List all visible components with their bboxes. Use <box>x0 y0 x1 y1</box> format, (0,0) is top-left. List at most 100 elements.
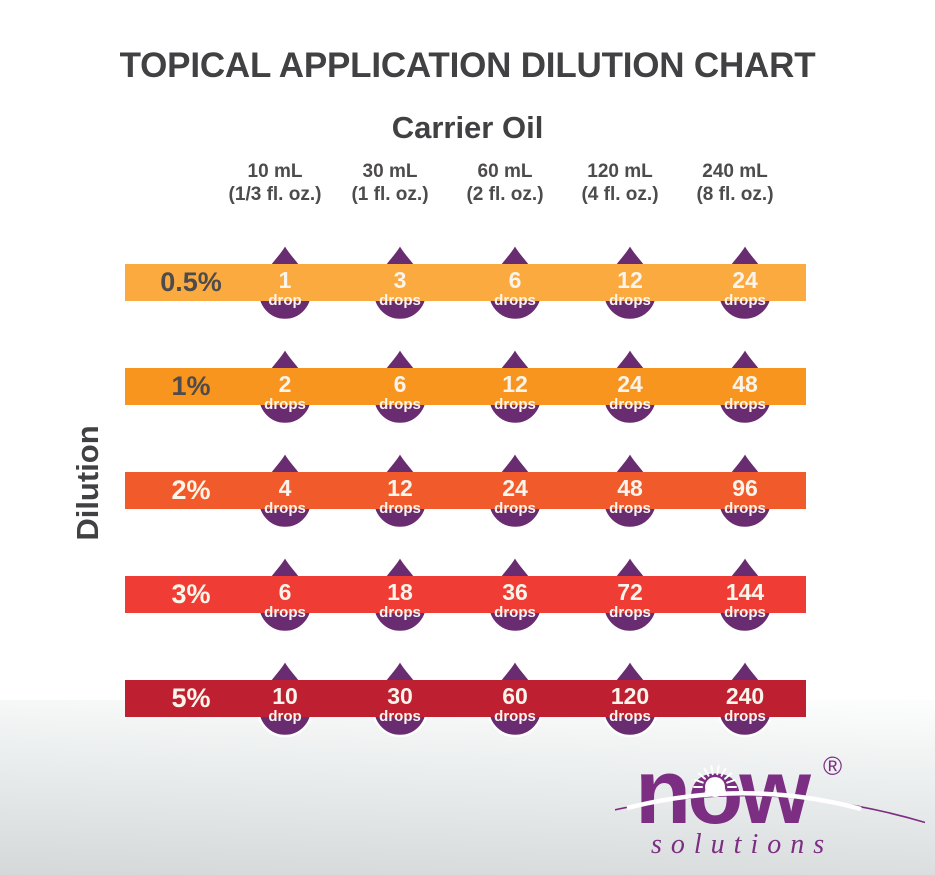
row-bar: 0.5% <box>125 264 806 301</box>
drop-unit: drops <box>494 707 536 725</box>
column-volume: 240 mL <box>702 161 768 182</box>
drop-marker: 10 drop <box>255 658 315 738</box>
drop-marker: 24 drops <box>600 346 660 426</box>
drop-count: 10 <box>272 682 298 709</box>
table-row: 2% 4 drops 12 drops 24 drops 48 drops 96… <box>0 450 935 530</box>
drop-marker: 12 drops <box>485 346 545 426</box>
row-bar: 3% <box>125 576 806 613</box>
drop-unit: drops <box>494 603 536 621</box>
page-title: TOPICAL APPLICATION DILUTION CHART <box>119 46 816 85</box>
drop-count: 144 <box>725 578 765 605</box>
drop-marker: 60 drops <box>485 658 545 738</box>
drop-count: 4 <box>278 474 292 501</box>
drop-unit: drops <box>494 291 536 309</box>
drop-marker: 12 drops <box>600 242 660 322</box>
drop-count: 12 <box>387 474 413 501</box>
drop-unit: drops <box>609 395 651 413</box>
column-ounces: (1/3 fl. oz.) <box>228 184 322 205</box>
drop-unit: drops <box>264 603 306 621</box>
table-row: 5% 10 drop 30 drops 60 drops 120 drops 2… <box>0 658 935 738</box>
now-solutions-logo: now ® solutions <box>615 745 925 860</box>
drop-unit: drops <box>379 499 421 517</box>
drop-marker: 144 drops <box>715 554 775 634</box>
drop-marker: 4 drops <box>255 450 315 530</box>
row-dilution-label: 1% <box>171 371 211 401</box>
drop-marker: 36 drops <box>485 554 545 634</box>
row-dilution-label: 3% <box>171 579 211 609</box>
drop-count: 12 <box>502 370 528 397</box>
drop-marker: 48 drops <box>715 346 775 426</box>
row-bar: 5% <box>125 680 806 717</box>
drop-count: 18 <box>387 578 413 605</box>
drop-count: 3 <box>393 266 407 293</box>
sun-icon <box>705 777 725 797</box>
drop-unit: drops <box>264 499 306 517</box>
carrier-oil-heading: Carrier Oil <box>391 110 544 145</box>
drop-count: 24 <box>732 266 758 293</box>
drop-marker: 3 drops <box>370 242 430 322</box>
row-bar: 1% <box>125 368 806 405</box>
drop-unit: drops <box>494 499 536 517</box>
column-header-120ml: 120 mL (4 fl. oz.) <box>545 160 695 206</box>
drop-count: 6 <box>393 370 407 397</box>
drop-marker: 6 drops <box>370 346 430 426</box>
drop-count: 60 <box>502 682 528 709</box>
table-row: 3% 6 drops 18 drops 36 drops 72 drops 14… <box>0 554 935 634</box>
drop-unit: drops <box>724 499 766 517</box>
drop-unit: drops <box>379 603 421 621</box>
registered-mark: ® <box>823 751 842 781</box>
column-header-30ml: 30 mL (1 fl. oz.) <box>315 160 465 206</box>
logo-swoosh-highlight <box>626 791 862 812</box>
column-volume: 10 mL <box>247 161 303 182</box>
drop-count: 2 <box>278 370 292 397</box>
row-dilution-label: 2% <box>171 475 211 505</box>
drop-unit: drops <box>494 395 536 413</box>
drop-marker: 30 drops <box>370 658 430 738</box>
drop-count: 120 <box>610 682 650 709</box>
drop-unit: drops <box>724 395 766 413</box>
drop-count: 72 <box>617 578 643 605</box>
drop-count: 30 <box>387 682 413 709</box>
drop-marker: 6 drops <box>485 242 545 322</box>
drop-unit: drops <box>724 291 766 309</box>
drop-unit: drops <box>609 603 651 621</box>
drop-count: 24 <box>502 474 528 501</box>
footer-gradient <box>0 700 935 875</box>
drop-count: 96 <box>732 474 758 501</box>
drop-unit: drop <box>268 707 302 725</box>
column-volume: 60 mL <box>477 161 533 182</box>
drop-unit: drops <box>609 707 651 725</box>
column-volume: 30 mL <box>362 161 418 182</box>
column-ounces: (1 fl. oz.) <box>351 184 429 205</box>
drop-marker: 48 drops <box>600 450 660 530</box>
row-dilution-label: 0.5% <box>160 267 222 297</box>
drop-marker: 72 drops <box>600 554 660 634</box>
drop-unit: drops <box>724 603 766 621</box>
drop-marker: 24 drops <box>485 450 545 530</box>
drop-marker: 18 drops <box>370 554 430 634</box>
sun-rays-icon <box>693 765 737 788</box>
drop-count: 6 <box>508 266 522 293</box>
drop-unit: drops <box>379 395 421 413</box>
column-header-60ml: 60 mL (2 fl. oz.) <box>430 160 580 206</box>
drop-unit: drops <box>609 291 651 309</box>
drop-count: 240 <box>725 682 765 709</box>
drop-count: 48 <box>617 474 643 501</box>
drop-count: 1 <box>278 266 292 293</box>
column-volume: 120 mL <box>587 161 653 182</box>
column-ounces: (8 fl. oz.) <box>696 184 774 205</box>
drop-count: 6 <box>278 578 292 605</box>
table-row: 1% 2 drops 6 drops 12 drops 24 drops 48 … <box>0 346 935 426</box>
drop-unit: drops <box>264 395 306 413</box>
drop-marker: 2 drops <box>255 346 315 426</box>
drop-marker: 96 drops <box>715 450 775 530</box>
column-header-240ml: 240 mL (8 fl. oz.) <box>660 160 810 206</box>
drop-unit: drops <box>379 291 421 309</box>
column-header-10ml: 10 mL (1/3 fl. oz.) <box>200 160 350 206</box>
drop-count: 12 <box>617 266 643 293</box>
drop-unit: drops <box>724 707 766 725</box>
row-dilution-label: 5% <box>171 683 211 713</box>
column-ounces: (4 fl. oz.) <box>581 184 659 205</box>
column-ounces: (2 fl. oz.) <box>466 184 544 205</box>
